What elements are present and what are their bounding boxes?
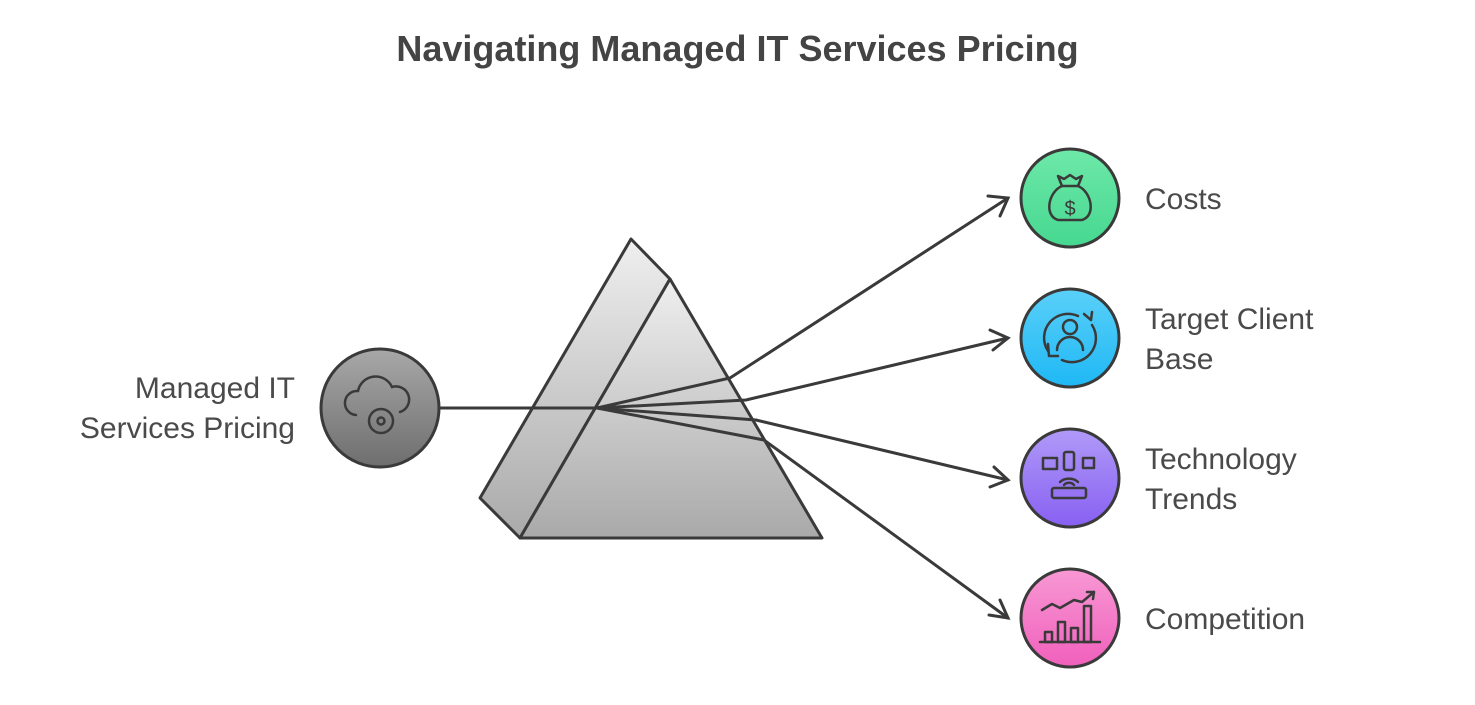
ray-target-client [595, 336, 1010, 410]
arrowhead-icon [988, 328, 1011, 352]
money-bag-icon: $ [1048, 173, 1092, 222]
user-cycle-icon [1042, 310, 1098, 364]
diagram-title: Navigating Managed IT Services Pricing [396, 28, 1079, 69]
arrowhead-icon [987, 598, 1011, 620]
technology-label: Technology Trends [1145, 443, 1297, 516]
arrowhead-icon [986, 194, 1011, 218]
costs-label: Costs [1145, 183, 1222, 216]
arrowhead-icon [988, 465, 1011, 489]
competition-node [1019, 567, 1121, 669]
source-label: Managed IT Services Pricing [79, 372, 295, 445]
competition-label: Competition [1145, 603, 1306, 636]
ray-costs [595, 196, 1010, 410]
cloud-gear-icon [343, 375, 411, 435]
svg-text:$: $ [1064, 198, 1075, 220]
costs-node [1019, 147, 1121, 249]
devices-router-icon [1041, 450, 1096, 500]
source-node [319, 347, 441, 469]
ray-competition [595, 406, 1010, 620]
growth-chart-icon [1038, 590, 1102, 644]
target-client-label: Target Client Base [1145, 303, 1314, 376]
ray-technology [595, 406, 1010, 482]
